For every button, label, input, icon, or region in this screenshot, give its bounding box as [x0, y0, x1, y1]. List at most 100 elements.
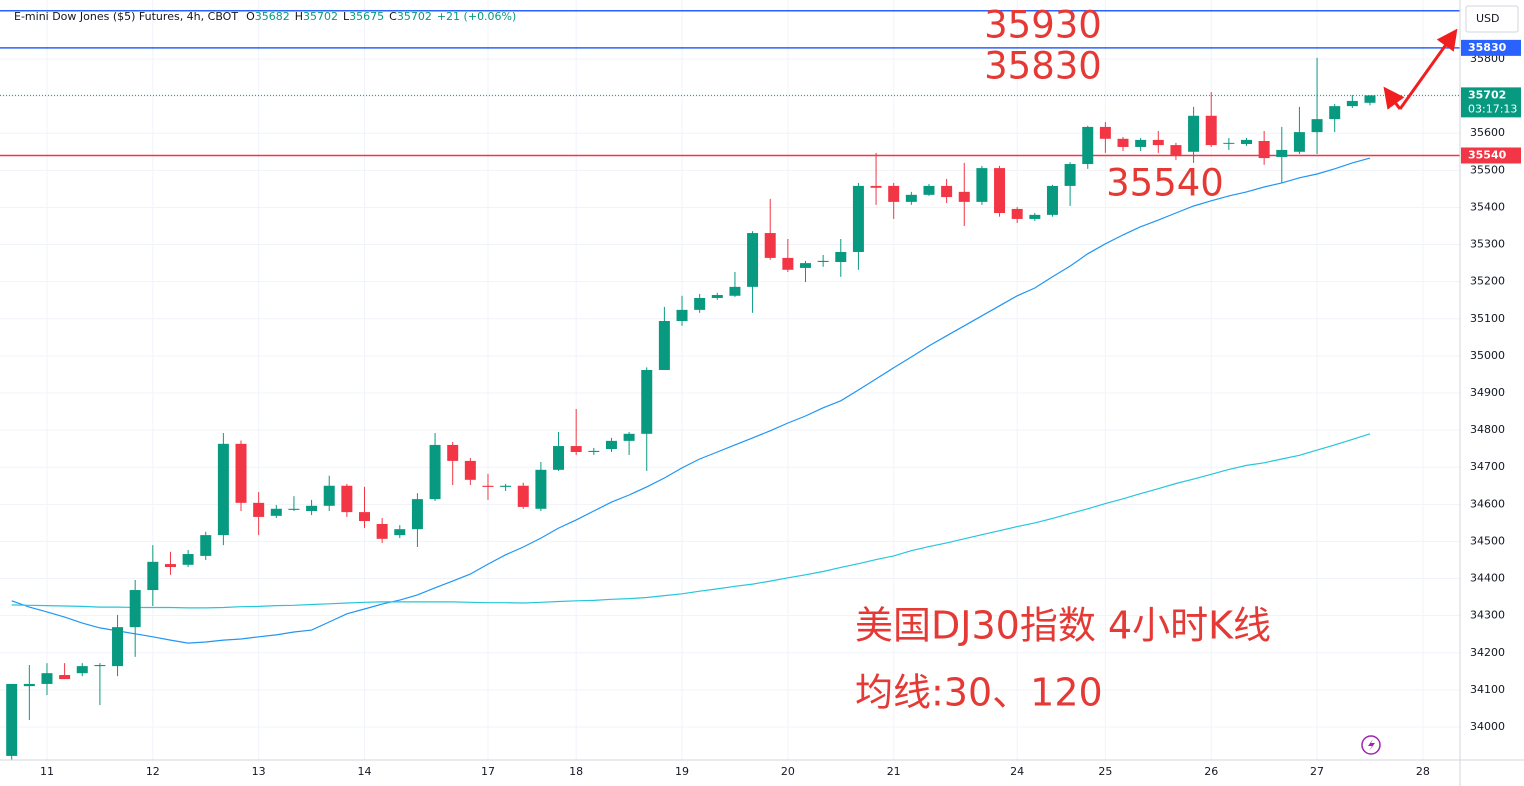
x-tick-label: 11	[40, 765, 54, 778]
candle-body	[253, 502, 265, 517]
candle-body	[182, 554, 194, 565]
candle-body	[288, 508, 300, 510]
x-tick-label: 14	[358, 765, 372, 778]
y-tick-label: 34800	[1470, 423, 1505, 436]
candle-body	[341, 485, 353, 513]
candle-body	[835, 251, 847, 262]
currency-box[interactable]	[1465, 5, 1519, 33]
candle-body	[870, 185, 882, 188]
candle-body	[376, 523, 388, 539]
moving-average	[11, 157, 1371, 644]
candle-body	[605, 440, 617, 450]
candle-body	[306, 505, 318, 511]
x-tick-label: 26	[1204, 765, 1218, 778]
candle-body	[1276, 149, 1288, 157]
candle-body	[588, 450, 600, 452]
candle-body	[1311, 119, 1323, 133]
annotation: 35830	[984, 45, 1102, 88]
y-tick-label: 35500	[1470, 163, 1505, 176]
candle-body	[76, 666, 88, 674]
candle-body	[623, 433, 635, 441]
y-tick-label: 34600	[1470, 497, 1505, 510]
arrow-down	[1383, 86, 1405, 110]
candle-body	[447, 444, 459, 461]
arrow-up	[1398, 28, 1458, 110]
candle-body	[905, 194, 917, 202]
ohlc-key: H	[294, 10, 304, 23]
candle-body	[411, 499, 423, 530]
candle-body	[641, 369, 653, 434]
moving-average	[11, 433, 1371, 609]
ohlc-key: C	[389, 10, 397, 23]
candle-body	[217, 443, 229, 536]
candle-body	[958, 191, 970, 202]
candle-body	[764, 233, 776, 258]
candle-body	[1152, 139, 1164, 146]
ohlc-value: 35702	[303, 10, 339, 23]
candle-body	[164, 564, 176, 568]
x-tick-label: 19	[675, 765, 689, 778]
candle-body	[1329, 106, 1341, 120]
candle-body	[6, 683, 18, 756]
candle-body	[1241, 139, 1252, 144]
note: 均线:30、120	[855, 671, 1103, 715]
x-tick-label: 21	[887, 765, 901, 778]
candle-body	[994, 168, 1006, 214]
icon-bolt[interactable]	[1368, 739, 1375, 751]
ohlc-key: L	[343, 10, 350, 23]
candle-body	[1170, 145, 1182, 156]
y-tick-label: 34500	[1470, 534, 1505, 547]
candle-body	[888, 185, 900, 202]
candle-body	[1064, 164, 1076, 186]
candle-body	[429, 444, 441, 500]
y-tick-label: 35600	[1470, 126, 1505, 139]
candle-body	[1293, 132, 1305, 152]
candle-body	[112, 627, 124, 667]
y-tick-label: 34100	[1470, 683, 1505, 696]
candle-body	[1188, 115, 1200, 152]
candle-body	[1346, 100, 1358, 107]
grid	[0, 0, 1460, 760]
candle-body	[535, 469, 547, 509]
y-tick-label: 34900	[1470, 386, 1505, 399]
annotation: 35540	[1106, 162, 1224, 205]
time-axis: 11 12 13 14 17 18 19 20 21 24 25 26 27 28	[40, 765, 1430, 778]
candle-body	[1082, 126, 1094, 165]
last-price-box	[1461, 87, 1521, 118]
candle-body	[517, 485, 529, 507]
note: 美国DJ30指数 4小时K线	[855, 604, 1271, 648]
last-price-label: 35702	[1468, 88, 1506, 101]
candle-body	[200, 535, 212, 556]
candle-body	[1223, 142, 1235, 144]
level-box	[1461, 147, 1521, 164]
candle-body	[129, 590, 141, 628]
currency[interactable]: USD	[1476, 12, 1500, 25]
candle-body	[676, 309, 688, 321]
y-tick-label: 35400	[1470, 200, 1505, 213]
ohlc-value: 35682	[254, 10, 290, 23]
candle-body	[976, 168, 988, 202]
legend-header: E-mini Dow Jones ($5) Futures, 4h, CBOT O…	[14, 10, 521, 23]
icon-ring[interactable]	[1361, 735, 1381, 755]
candle-body	[711, 295, 723, 298]
change: +21 (+0.06%)	[436, 10, 517, 23]
price-axis: 34000 34100 34200 34300 34400 34500 34600 34700…	[1470, 52, 1505, 733]
candle-body	[359, 512, 370, 522]
y-tick-label: 35000	[1470, 349, 1505, 362]
x-tick-label: 13	[252, 765, 266, 778]
candle-body	[747, 233, 759, 287]
candle-body	[270, 508, 282, 516]
x-tick-label: 25	[1098, 765, 1112, 778]
candle-body	[394, 529, 406, 536]
candle-body	[94, 665, 106, 667]
candle-body	[1364, 95, 1376, 103]
candle-body	[553, 446, 565, 470]
candle-body	[729, 286, 741, 296]
candle-body	[482, 485, 494, 487]
candle-body	[1099, 126, 1111, 139]
level-box	[1461, 39, 1521, 56]
x-tick-label: 12	[146, 765, 160, 778]
candle-body	[1029, 214, 1041, 219]
level-label: 35540	[1468, 148, 1507, 161]
